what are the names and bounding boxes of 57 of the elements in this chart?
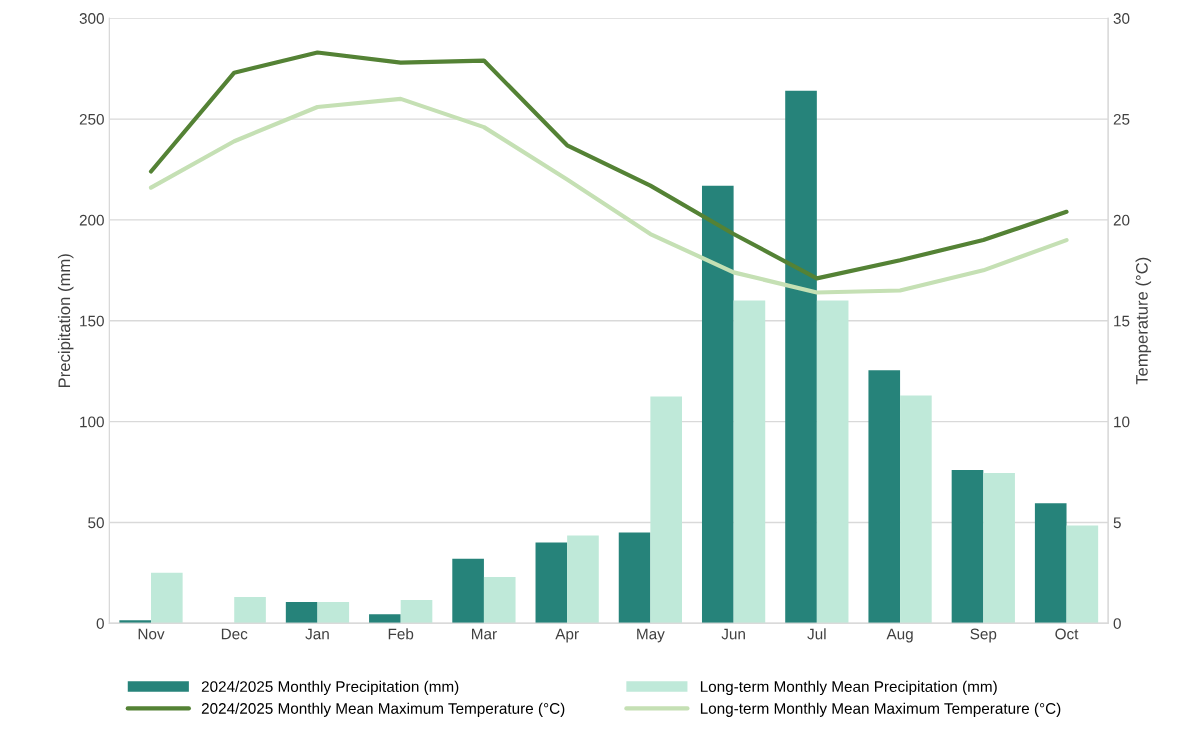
line-series xyxy=(148,96,1069,295)
x-tick-label: Jul xyxy=(807,628,826,640)
legend-label: Long-term Monthly Mean Maximum Temperature (°C) xyxy=(700,702,1061,717)
bar xyxy=(785,90,817,624)
y-tick-label: 300 xyxy=(79,13,104,24)
x-tick-label: Feb xyxy=(388,628,414,640)
bar xyxy=(535,542,568,624)
bar xyxy=(1034,503,1067,624)
bar xyxy=(151,572,183,624)
bar xyxy=(567,535,599,624)
x-tick-label: Aug xyxy=(886,628,913,643)
y-tick-label: 200 xyxy=(79,214,104,226)
bar xyxy=(983,473,1015,624)
x-tick-label: Dec xyxy=(221,628,248,640)
y2-tick-label: 20 xyxy=(1113,214,1130,226)
y-tick-label: 250 xyxy=(79,113,104,125)
bar xyxy=(452,558,484,624)
y2-axis-title: Temperature (°C) xyxy=(1135,257,1152,385)
bar xyxy=(650,396,683,624)
y2-tick-label: 30 xyxy=(1113,13,1130,24)
bar xyxy=(483,576,516,624)
y-tick-label: 150 xyxy=(80,315,104,327)
x-tick-label: Jan xyxy=(305,628,329,640)
y-axis-title: Precipitation (mm) xyxy=(57,254,74,387)
bar xyxy=(317,602,350,624)
y2-tick-label: 15 xyxy=(1114,315,1130,327)
bar xyxy=(816,300,849,624)
legend-label: 2024/2025 Monthly Precipitation (mm) xyxy=(201,680,459,696)
y2-tick-label: 5 xyxy=(1113,517,1121,529)
x-tick-label: Apr xyxy=(555,628,579,643)
legend-label: 2024/2025 Monthly Mean Maximum Temperature (°C) xyxy=(201,702,565,717)
bar xyxy=(733,300,766,624)
bar xyxy=(951,470,984,624)
y2-tick-label: 0 xyxy=(1113,618,1121,629)
y2-tick-label: 10 xyxy=(1114,416,1130,428)
bar xyxy=(618,532,651,624)
bar xyxy=(1066,525,1099,624)
x-tick-label: Oct xyxy=(1055,628,1079,640)
x-tick-label: Jun xyxy=(721,628,745,640)
bar xyxy=(285,602,318,624)
y2-tick-label: 25 xyxy=(1113,113,1130,125)
bar xyxy=(234,597,266,624)
y-tick-label: 50 xyxy=(88,517,104,529)
bar xyxy=(701,185,734,624)
x-tick-label: Nov xyxy=(138,628,165,640)
bar xyxy=(119,620,151,624)
legend-label: Long-term Monthly Mean Precipitation (mm) xyxy=(700,680,997,696)
x-tick-label: May xyxy=(637,628,665,643)
bar xyxy=(868,370,901,624)
bar xyxy=(400,600,433,624)
line-series xyxy=(148,50,1069,281)
bar xyxy=(369,614,401,624)
bar xyxy=(900,395,932,624)
x-tick-label: Sep xyxy=(970,628,997,643)
x-tick-label: Mar xyxy=(472,628,497,640)
y-tick-label: 100 xyxy=(80,416,104,428)
y-tick-label: 0 xyxy=(96,618,104,629)
